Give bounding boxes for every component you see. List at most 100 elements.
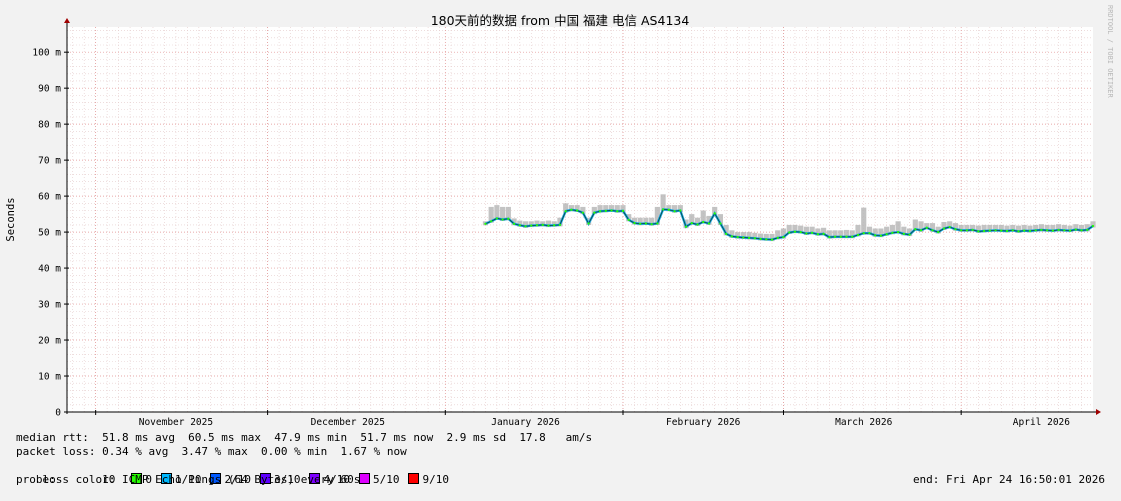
smoke-band <box>534 220 540 227</box>
watermark: RRDTOOL / TOBI OETIKER <box>1106 5 1114 99</box>
plot-area <box>67 27 1093 412</box>
smoke-band <box>992 224 999 232</box>
median-point <box>937 230 940 234</box>
loss-color-label: loss color: <box>42 473 116 486</box>
median-point <box>495 217 498 220</box>
median-point <box>770 238 774 241</box>
median-point <box>673 210 676 213</box>
smoke-band <box>907 228 913 237</box>
smoke-band <box>987 224 993 233</box>
smoke-band <box>528 221 534 228</box>
smoke-band <box>643 217 649 225</box>
smoke-band <box>649 217 655 226</box>
smoke-band <box>614 205 620 213</box>
smoke-band <box>603 205 609 213</box>
median-point <box>530 224 533 227</box>
smoke-band <box>631 217 638 225</box>
median-point <box>667 208 670 211</box>
smoke-band <box>941 222 947 230</box>
median-point <box>604 209 607 212</box>
smoke-band <box>855 224 861 237</box>
median-point <box>627 218 630 221</box>
smoke-band <box>792 224 798 234</box>
smoke-band <box>1038 224 1044 232</box>
smoke-band <box>723 224 729 236</box>
median-point <box>1086 228 1089 232</box>
smoke-band <box>1073 224 1079 232</box>
smoke-band <box>866 226 873 235</box>
y-axis-label: Seconds <box>5 197 17 241</box>
smoke-band <box>975 225 981 233</box>
smoke-band <box>752 232 758 240</box>
median-point <box>1017 230 1020 233</box>
smoke-band <box>757 233 764 241</box>
smoke-band <box>637 217 643 226</box>
median-point <box>730 235 733 238</box>
smoke-band <box>901 226 907 236</box>
loss-color-swatch <box>358 473 370 484</box>
median-point <box>759 237 762 241</box>
x-tick-label: January 2026 <box>491 417 560 428</box>
median-point <box>684 225 688 228</box>
median-point <box>805 232 808 235</box>
smoke-band <box>574 205 580 213</box>
median-point <box>816 233 819 236</box>
smoke-band <box>700 210 706 224</box>
median-point <box>1046 229 1049 232</box>
smoke-band <box>1061 224 1067 232</box>
loss-color-swatch <box>210 473 222 484</box>
median-point <box>581 211 584 214</box>
median-point <box>811 231 814 234</box>
smoke-band <box>952 223 959 231</box>
smoke-band <box>1056 224 1062 232</box>
median-point <box>598 210 602 213</box>
smoke-band <box>872 228 878 237</box>
median-point <box>856 233 860 237</box>
median-point <box>788 231 791 234</box>
smoke-band <box>895 221 901 234</box>
loss-color-value: 1/10 <box>174 473 202 486</box>
median-point <box>593 211 596 214</box>
smoke-band <box>597 205 603 213</box>
smoke-band <box>1015 225 1022 233</box>
median-point <box>1057 228 1060 232</box>
smoke-band <box>488 206 494 223</box>
median-point <box>851 235 854 238</box>
smoke-band <box>1084 224 1090 232</box>
median-point <box>845 235 848 238</box>
smoke-band <box>517 220 523 227</box>
smoke-band <box>1078 224 1085 232</box>
loss-color-swatch <box>309 473 321 484</box>
median-point <box>954 228 957 231</box>
smoke-band <box>660 194 666 211</box>
smoke-band <box>838 230 844 239</box>
smoke-band <box>889 224 895 235</box>
median-point <box>747 236 751 239</box>
smoke-band <box>511 218 517 226</box>
y-tick-label: 20 m <box>38 336 61 347</box>
smoke-band <box>505 206 511 221</box>
smoke-band <box>947 221 953 229</box>
median-point <box>1063 229 1066 232</box>
y-tick-label: 30 m <box>38 300 61 311</box>
loss-color-value: 0 <box>145 473 152 486</box>
median-point <box>988 229 991 232</box>
loss-color-legend: loss color: 0 1/10 2/10 3/10 4/10 5/10 9/10 <box>16 459 456 501</box>
end-timestamp: end: Fri Apr 24 16:50:01 2026 <box>912 473 1105 486</box>
smoke-band <box>568 205 574 212</box>
smoke-band <box>849 230 855 239</box>
loss-color-item: 2/10 <box>208 473 251 486</box>
loss-color-swatch <box>259 473 271 484</box>
smoke-band <box>1004 225 1010 233</box>
median-point <box>644 222 648 225</box>
smoke-band <box>981 224 987 233</box>
median-point <box>782 236 785 239</box>
loss-color-item: 1/10 <box>159 473 202 486</box>
smoke-band <box>1050 224 1056 233</box>
median-point <box>535 224 539 227</box>
median-point <box>656 222 659 225</box>
median-point <box>707 222 711 225</box>
median-point <box>971 228 974 232</box>
median-point <box>564 210 567 213</box>
